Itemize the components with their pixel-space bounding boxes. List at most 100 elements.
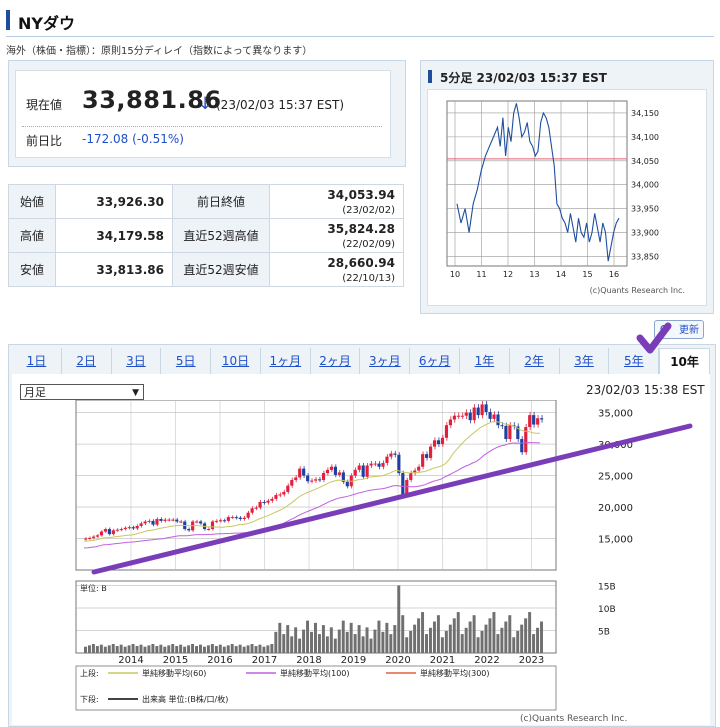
stat-value: 34,053.94 [327, 187, 395, 202]
candle-body [266, 500, 270, 503]
volume-bar [409, 630, 413, 653]
volume-bar [401, 615, 405, 653]
volume-bar [512, 637, 516, 653]
tab-period[interactable]: 1ヶ月 [261, 348, 311, 374]
volume-bar [131, 644, 135, 653]
legend-entry: 単純移動平均(60) [142, 668, 206, 678]
candle-body [143, 521, 147, 524]
candle-body [258, 502, 262, 508]
candle-body [504, 425, 508, 440]
candle-body [187, 529, 191, 531]
tab-period[interactable]: 3ヶ月 [360, 348, 411, 374]
volume-bar [373, 629, 377, 653]
volume-bar [167, 645, 171, 653]
candle-body [540, 418, 544, 420]
x-tick-label: 2019 [341, 655, 366, 666]
candle-body [361, 465, 365, 477]
legend-entry: 単純移動平均(300) [420, 668, 490, 678]
y-tick-label: 15,000 [598, 535, 633, 546]
stat-label: 安値 [8, 252, 56, 287]
x-tick-label: 2015 [163, 655, 188, 666]
candle-body [421, 454, 425, 467]
current-price-label: 現在値 [26, 98, 63, 112]
stat-label: 始値 [8, 184, 56, 219]
volume-bar [393, 625, 397, 653]
candle-body [468, 412, 472, 421]
tab-period[interactable]: 2年 [510, 348, 560, 374]
candle-body [532, 415, 536, 425]
tab-period[interactable]: 3年 [560, 348, 610, 374]
down-arrow-icon: ↓ [198, 94, 213, 114]
volume-bar [218, 644, 222, 653]
volume-bar [234, 646, 238, 653]
volume-bar [317, 634, 321, 653]
candle-body [147, 520, 151, 522]
volume-bar [163, 646, 167, 653]
candle-body [536, 418, 540, 425]
volume-bar [452, 618, 456, 653]
candle-body [389, 453, 393, 457]
y-tick-label: 33,900 [631, 229, 659, 238]
volume-bar [143, 646, 147, 653]
volume-bar [84, 646, 87, 653]
candle-body [163, 519, 167, 521]
volume-bar [302, 629, 306, 653]
divider [22, 126, 382, 127]
refresh-icon[interactable]: ⟳ [660, 322, 671, 336]
candle-body [155, 519, 159, 525]
candle-body [298, 468, 302, 478]
tab-period[interactable]: 6ヶ月 [410, 348, 461, 374]
volume-bar [369, 638, 373, 653]
y-tick-label: 33,850 [631, 252, 659, 261]
candle-body [246, 512, 250, 518]
volume-bar [115, 646, 119, 653]
legend-entry: 単純移動平均(100) [280, 668, 350, 678]
stat-label: 前日終値 [172, 184, 270, 219]
volume-bar [155, 646, 159, 653]
volume-bar [103, 646, 107, 653]
volume-bar [226, 645, 230, 653]
volume-bar [425, 634, 428, 653]
tab-period[interactable]: 3日 [112, 348, 162, 374]
stat-value-cell: 35,824.28 (22/02/09) [269, 218, 404, 253]
volume-bar [238, 644, 242, 653]
volume-bar [329, 627, 333, 653]
change-value: -172.08 (-0.51%) [82, 132, 184, 146]
candle-body [432, 440, 437, 447]
stat-value: 28,660.94 [327, 255, 395, 270]
tab-period[interactable]: 5年 [609, 348, 660, 374]
candle-body [460, 415, 464, 417]
volume-unit: 単位: B [80, 583, 107, 593]
tab-period[interactable]: 2日 [62, 348, 112, 374]
volume-bar [448, 624, 452, 653]
tab-period[interactable]: 1日 [12, 348, 62, 374]
candle-body [234, 517, 238, 519]
tab-period[interactable]: 10日 [211, 348, 261, 374]
tab-period[interactable]: 5日 [161, 348, 212, 374]
candle-type-select[interactable]: 月足 ▼ [20, 384, 144, 400]
tab-period[interactable]: 10年 [659, 348, 710, 374]
candle-body [139, 523, 143, 526]
volume-bar [187, 645, 191, 653]
candle-body [317, 479, 322, 481]
stat-value: 35,824.28 [327, 221, 395, 236]
legend-lower-label: 下段: [80, 694, 99, 704]
tab-period[interactable]: 1年 [460, 348, 510, 374]
volume-bar [429, 627, 432, 653]
x-tick-label: 2020 [385, 655, 410, 666]
x-tick-label: 2021 [430, 655, 455, 666]
candle-body [314, 479, 318, 481]
candle-body [369, 463, 373, 466]
tab-period[interactable]: 2ヶ月 [311, 348, 361, 374]
stat-value: 34,179.58 [55, 218, 173, 253]
volume-bar [472, 615, 476, 653]
candle-body [436, 440, 441, 445]
candle-body [440, 437, 445, 445]
volume-bar [361, 636, 365, 653]
chevron-down-icon: ▼ [132, 388, 139, 398]
y-tick-label: 33,950 [631, 205, 659, 214]
volume-bar [175, 646, 179, 653]
page-title: NYダウ [18, 14, 75, 33]
volume-bar [464, 627, 468, 653]
candle-body [290, 479, 294, 486]
